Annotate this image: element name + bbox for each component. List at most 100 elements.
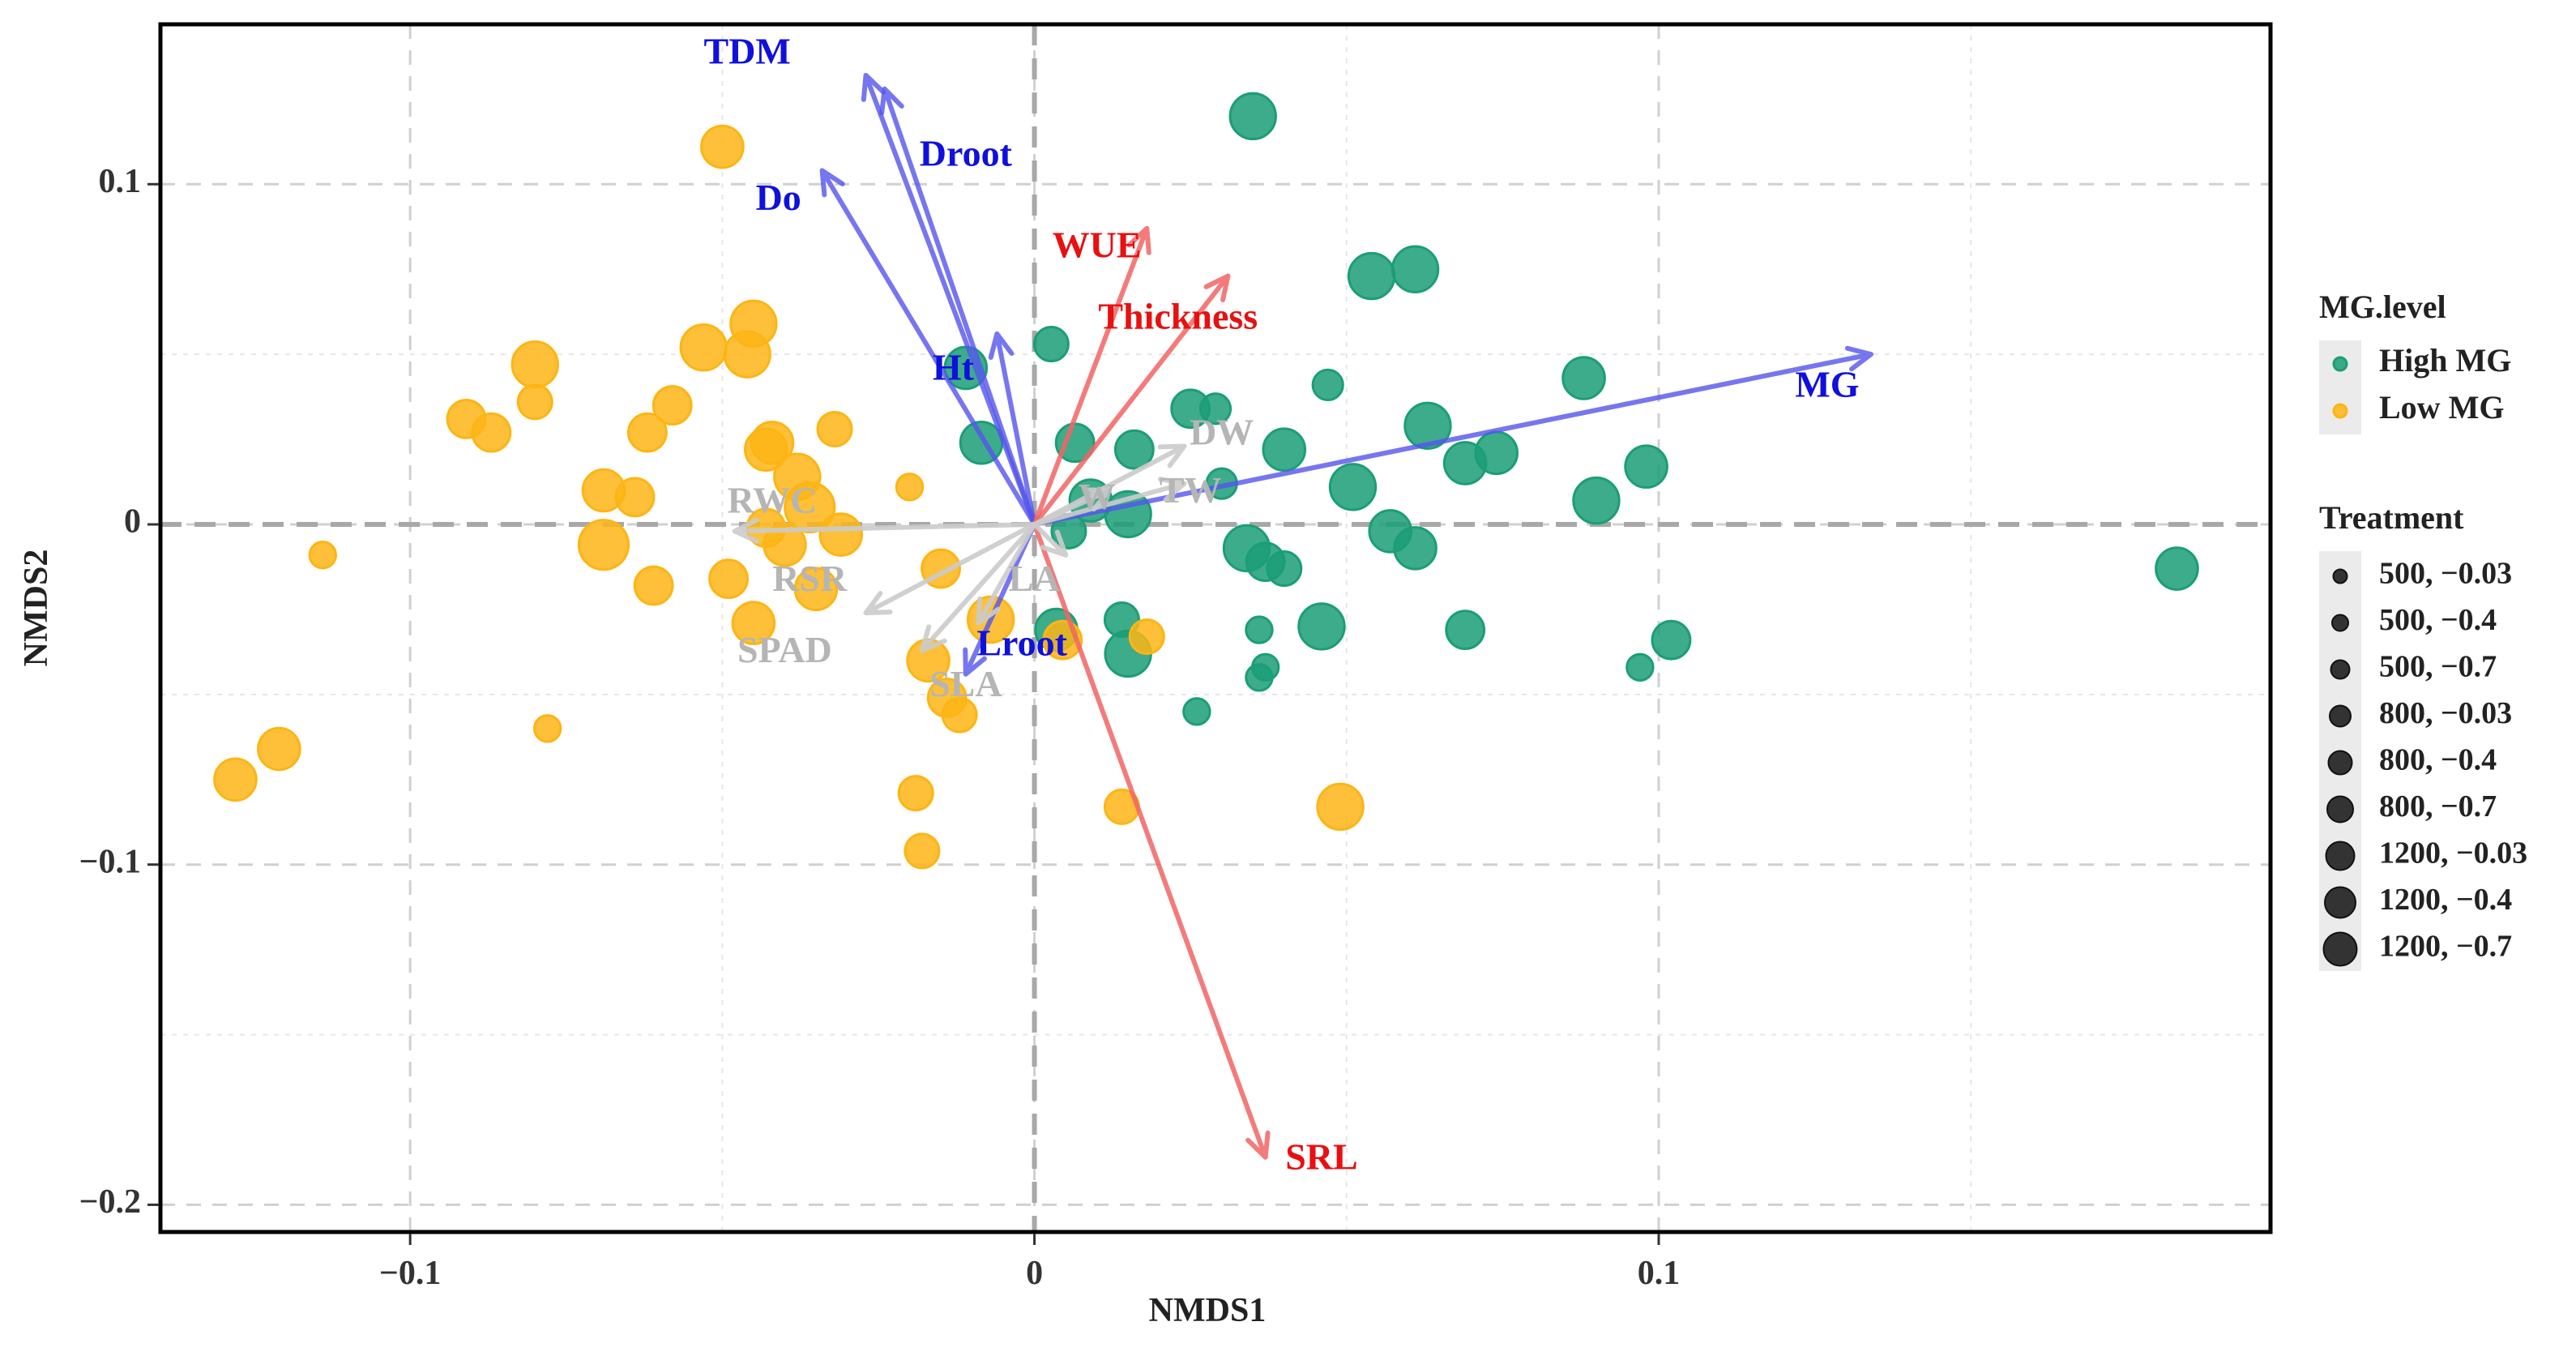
point-low-mg (633, 565, 674, 606)
arrow-head (963, 647, 987, 677)
x-tick-label: 0.1 (1638, 1255, 1681, 1292)
point-high-mg (1182, 697, 1211, 726)
point-low-mg (1128, 618, 1165, 655)
legend-size-label: 800, −0.7 (2379, 789, 2497, 823)
arrow-head (863, 591, 893, 616)
plot-panel-border (158, 22, 2273, 1234)
point-low-mg (1316, 782, 1365, 832)
point-high-mg (1561, 356, 1606, 400)
point-high-mg (1113, 429, 1155, 470)
legend-size-label: 1200, −0.03 (2379, 836, 2527, 870)
legend-size-key (2332, 568, 2348, 584)
y-axis-label: NMDS2 (18, 550, 55, 667)
point-high-mg (1245, 615, 1274, 644)
legend-color-key (2332, 356, 2348, 372)
point-low-mg (516, 383, 553, 421)
arrow-head (819, 168, 845, 198)
legend-key-background (2319, 340, 2361, 434)
arrow-shaft (1032, 521, 1268, 1160)
arrow-rsr (863, 521, 1037, 616)
arrow-do (819, 168, 1037, 527)
arrow-droot (879, 86, 1037, 527)
legend-size-label: 800, −0.03 (2379, 696, 2512, 730)
point-low-mg (627, 412, 668, 453)
arrow-head (1203, 273, 1231, 302)
arrow-shaft (1032, 521, 1069, 558)
arrow-head (1157, 443, 1187, 468)
legend-size-label: 1200, −0.4 (2379, 883, 2512, 917)
arrow-shaft (732, 521, 1037, 534)
point-low-mg (511, 340, 559, 389)
point-low-mg (793, 567, 839, 612)
arrow-w (1032, 487, 1113, 527)
arrow-shaft (1032, 488, 1113, 527)
arrow-tw (1032, 477, 1187, 527)
arrow-head (861, 72, 886, 102)
arrow-shaft (819, 168, 1037, 527)
point-low-mg (784, 481, 836, 534)
legend-size-key (2322, 931, 2358, 967)
y-tick-label: 0 (124, 503, 141, 541)
arrow-label-rsr: RSR (772, 558, 848, 599)
y-tick-label: −0.1 (79, 843, 141, 880)
trait-arrows (732, 72, 1873, 1160)
y-tick-label: 0.1 (99, 163, 142, 200)
point-high-mg (1297, 602, 1346, 651)
point-low-mg (708, 558, 749, 600)
point-high-mg (2155, 546, 2199, 591)
legend-size-key (2331, 614, 2349, 632)
point-high-mg (1198, 392, 1232, 426)
arrow-shaft (1032, 352, 1873, 527)
arrow-sla (976, 521, 1037, 626)
legend-size-key (2324, 886, 2356, 919)
point-low-mg (577, 519, 630, 571)
point-high-mg (1651, 619, 1692, 661)
x-tick-label: 0 (1026, 1255, 1043, 1292)
arrow-head (1245, 1130, 1271, 1160)
point-high-mg (1266, 550, 1303, 588)
arrow-shaft (863, 521, 1037, 616)
arrow-label-w: W (1079, 476, 1116, 517)
arrow-head (988, 331, 1015, 360)
point-low-mg (700, 124, 745, 169)
legend-size-label: 500, −0.03 (2379, 557, 2512, 591)
legend-treatment: Treatment 500, −0.03 500, −0.4 500, −0.7 80… (2319, 499, 2527, 971)
arrow-head (732, 517, 760, 544)
arrow-shaft (994, 331, 1037, 527)
arrow-shaft (1032, 225, 1150, 527)
legend-size-title: Treatment (2319, 499, 2464, 536)
legend-size-label: 1200, −0.7 (2379, 930, 2512, 964)
legend-color-key (2332, 403, 2348, 419)
point-high-mg (1445, 610, 1486, 650)
arrow-label-wue: WUE (1053, 225, 1142, 266)
arrow-label-spad: SPAD (737, 629, 832, 670)
point-high-mg (1328, 463, 1378, 511)
point-low-mg (651, 385, 693, 426)
point-high-mg (1474, 430, 1519, 476)
point-high-mg (1624, 444, 1668, 489)
point-low-mg (471, 412, 512, 453)
arrow-thickness (1032, 273, 1231, 527)
legend-color-label: High MG (2379, 342, 2511, 379)
legend-size-key (2329, 704, 2352, 728)
point-high-mg (1228, 92, 1277, 141)
arrow-head (976, 596, 1001, 626)
y-tick-label: −0.2 (79, 1183, 141, 1221)
point-low-mg (257, 726, 301, 772)
arrow-label-ht: Ht (933, 347, 975, 388)
point-low-mg (941, 696, 978, 734)
arrow-label-tw: TW (1160, 469, 1222, 511)
legend-size-key (2330, 659, 2351, 680)
arrow-shaft (882, 86, 1037, 527)
point-low-mg (744, 427, 788, 472)
point-low-mg (213, 757, 258, 802)
arrow-label-lroot: Lroot (976, 622, 1067, 664)
point-high-mg (1391, 245, 1440, 293)
arrow-shaft (1032, 273, 1231, 527)
point-high-mg (1625, 652, 1655, 682)
arrow-label-mg: MG (1795, 364, 1859, 405)
legend-size-label: 800, −0.4 (2379, 743, 2497, 777)
arrow-shaft (1032, 481, 1187, 527)
point-low-mg (308, 541, 338, 570)
